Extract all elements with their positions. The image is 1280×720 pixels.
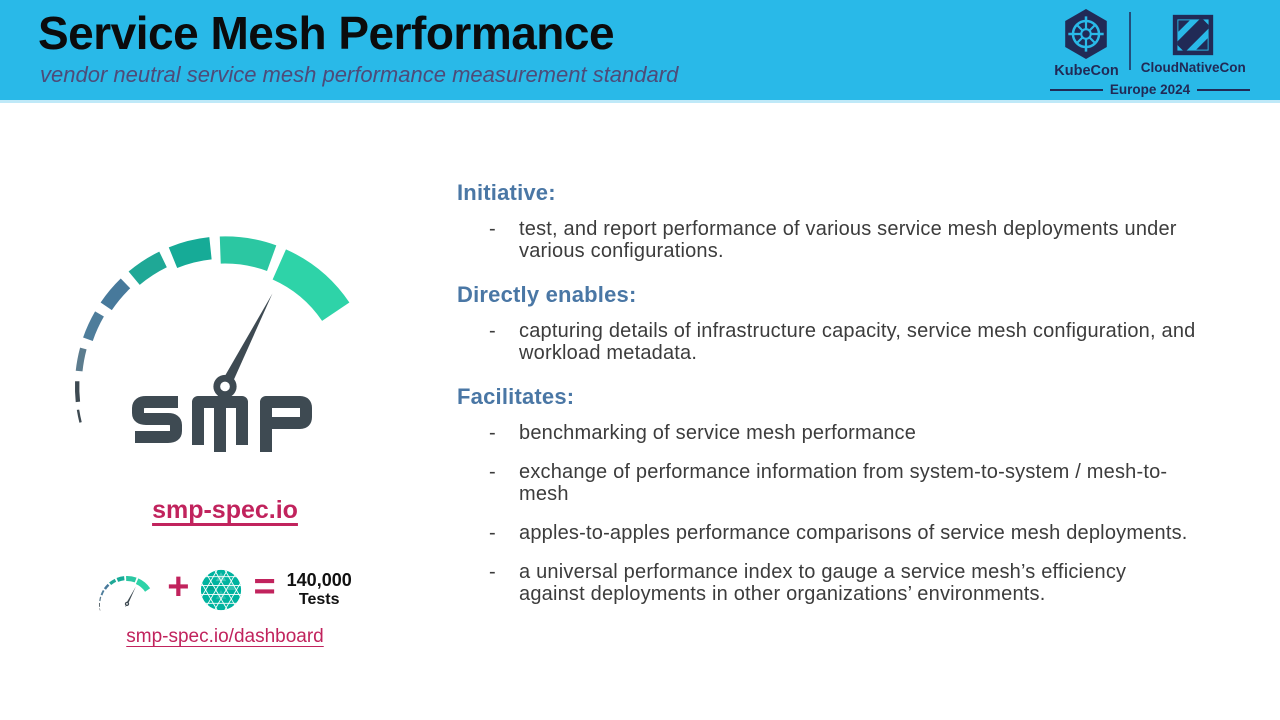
section-directly-enables: Directly enables: - capturing details of… xyxy=(457,282,1197,364)
bullet-text: test, and report performance of various … xyxy=(519,218,1177,262)
mini-gauge-arc xyxy=(99,576,151,611)
tests-label: Tests xyxy=(298,590,340,608)
bullet-dash: - xyxy=(489,461,496,483)
plus-sign: + xyxy=(167,565,190,608)
event-branding: KubeCon CloudNativeCon Europe 2024 xyxy=(1050,8,1251,97)
mini-gauge-hub-hole xyxy=(126,603,129,605)
bullet-text: benchmarking of service mesh performance xyxy=(519,422,917,444)
section-heading: Directly enables: xyxy=(457,282,637,307)
tests-result: 140,000 Tests xyxy=(287,570,352,609)
bullet-text: exchange of performance information from… xyxy=(519,461,1168,505)
bullet-text: a universal performance index to gauge a… xyxy=(519,561,1127,605)
kubecon-wheel-icon xyxy=(1065,9,1108,59)
mini-gauge-icon xyxy=(99,576,151,611)
list-item: - a universal performance index to gauge… xyxy=(457,561,1197,605)
logo-divider xyxy=(1128,12,1131,70)
section-facilitates: Facilitates: - benchmarking of service m… xyxy=(457,384,1197,605)
event-name: Europe 2024 xyxy=(1109,82,1191,97)
gauge-hub-hole xyxy=(220,381,230,392)
tests-equation: + = 140,000 Tests xyxy=(98,565,352,612)
bullet-dash: - xyxy=(489,422,496,444)
meshery-icon xyxy=(201,569,242,610)
page-title: Service Mesh Performance xyxy=(38,7,615,59)
kubecon-logo: KubeCon xyxy=(1054,8,1119,79)
smp-wordmark xyxy=(132,396,312,452)
bullet-dash: - xyxy=(489,522,496,544)
content-sections: Initiative: - test, and report performan… xyxy=(457,180,1197,625)
event-name-row: Europe 2024 xyxy=(1050,82,1251,97)
smp-spec-link[interactable]: smp-spec.io xyxy=(152,496,298,524)
header-banner: Service Mesh Performance vendor neutral … xyxy=(0,0,1280,103)
cloudnativecon-logo: CloudNativeCon xyxy=(1141,8,1246,75)
list-item: - exchange of performance information fr… xyxy=(457,461,1197,505)
event-logo-row: KubeCon CloudNativeCon xyxy=(1054,8,1246,79)
cloudnativecon-label: CloudNativeCon xyxy=(1140,60,1246,75)
left-panel: smp-spec.io + = xyxy=(0,103,450,648)
list-item: - capturing details of infrastructure ca… xyxy=(457,320,1197,364)
bullet-text: apples-to-apples performance comparisons… xyxy=(519,522,1188,544)
section-heading: Initiative: xyxy=(457,180,556,205)
bullet-dash: - xyxy=(489,320,496,342)
bullet-dash: - xyxy=(489,561,496,583)
gauge-arc-segments xyxy=(74,236,350,423)
bullet-dash: - xyxy=(489,218,496,240)
list-item: - apples-to-apples performance compariso… xyxy=(457,522,1197,544)
list-item: - benchmarking of service mesh performan… xyxy=(457,422,1197,444)
section-heading: Facilitates: xyxy=(457,384,575,409)
section-initiative: Initiative: - test, and report performan… xyxy=(457,180,1197,262)
page-subtitle: vendor neutral service mesh performance … xyxy=(40,62,679,87)
kubecon-label: KubeCon xyxy=(1054,63,1119,79)
dashboard-link[interactable]: smp-spec.io/dashboard xyxy=(126,626,324,647)
list-item: - test, and report performance of variou… xyxy=(457,218,1197,262)
cloudnativecon-icon xyxy=(1173,14,1214,56)
equals-sign: = xyxy=(253,565,276,608)
tests-count: 140,000 xyxy=(286,569,352,590)
bullet-text: capturing details of infrastructure capa… xyxy=(519,320,1196,364)
smp-gauge-logo xyxy=(74,236,350,423)
event-line-left xyxy=(1050,88,1103,91)
event-line-right xyxy=(1197,88,1251,91)
